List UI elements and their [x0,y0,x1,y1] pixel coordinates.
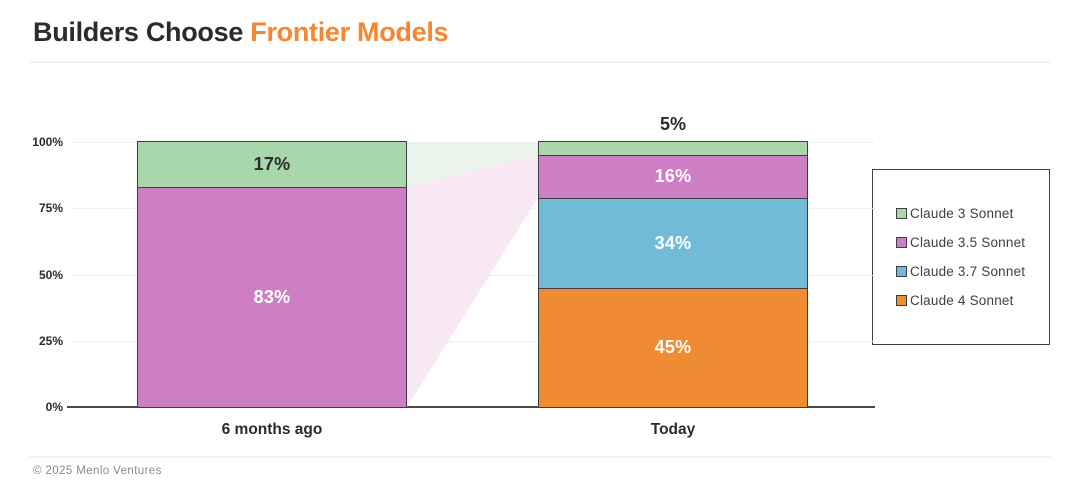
legend-item-1: Claude 3.5 Sonnet [896,235,1049,250]
bar-segment: 45% [539,287,807,407]
flow-band-1 [407,155,538,407]
bar-1: 16% 34% 45% [538,141,808,408]
legend-item-3: Claude 4 Sonnet [896,293,1049,308]
flow-band-0 [407,142,538,188]
segment-value-label: 17% [253,154,291,175]
bar-segment: 34% [539,197,807,288]
y-axis-tick-label: 0% [45,400,63,414]
title-accent-part: Frontier Models [250,17,449,47]
copyright-text: © 2025 Menlo Ventures [33,465,162,477]
legend-swatch-icon [896,266,907,277]
legend-swatch-icon [896,208,907,219]
bar-0: 17% 83% [137,141,407,408]
title-divider [30,61,1050,63]
x-axis-label: Today [650,421,696,438]
legend-label: Claude 4 Sonnet [910,293,1014,308]
y-axis-tick-label: 25% [38,333,63,348]
legend-swatch-icon [896,295,907,306]
title-dark-part: Builders Choose [33,17,244,47]
y-axis-tick-label: 75% [38,201,63,216]
bar-segment: 16% [539,155,807,198]
segment-value-label: 45% [654,337,692,358]
segment-value-label: 16% [654,166,692,187]
legend-item-0: Claude 3 Sonnet [896,206,1049,221]
segment-value-label: 34% [654,232,692,253]
legend-label: Claude 3.7 Sonnet [910,264,1026,279]
y-axis-tick-label: 50% [38,267,63,282]
segment-value-label: 83% [253,287,291,308]
segment-value-label-outside: 5% [659,114,686,134]
y-axis-tick-label: 100% [32,135,63,149]
legend-item-2: Claude 3.7 Sonnet [896,264,1049,279]
x-axis-label: 6 months ago [221,421,323,438]
legend-label: Claude 3.5 Sonnet [910,235,1026,250]
legend-box: Claude 3 Sonnet Claude 3.5 Sonnet Claude 3… [872,169,1050,345]
bar-segment: 83% [138,187,406,407]
legend-swatch-icon [896,237,907,248]
x-axis-line [67,406,875,408]
legend-label: Claude 3 Sonnet [910,206,1014,221]
footer-divider [30,456,1050,458]
bar-segment: 17% [138,142,406,188]
page-title: Builders Choose Frontier Models [33,17,449,48]
bar-segment [539,142,807,156]
